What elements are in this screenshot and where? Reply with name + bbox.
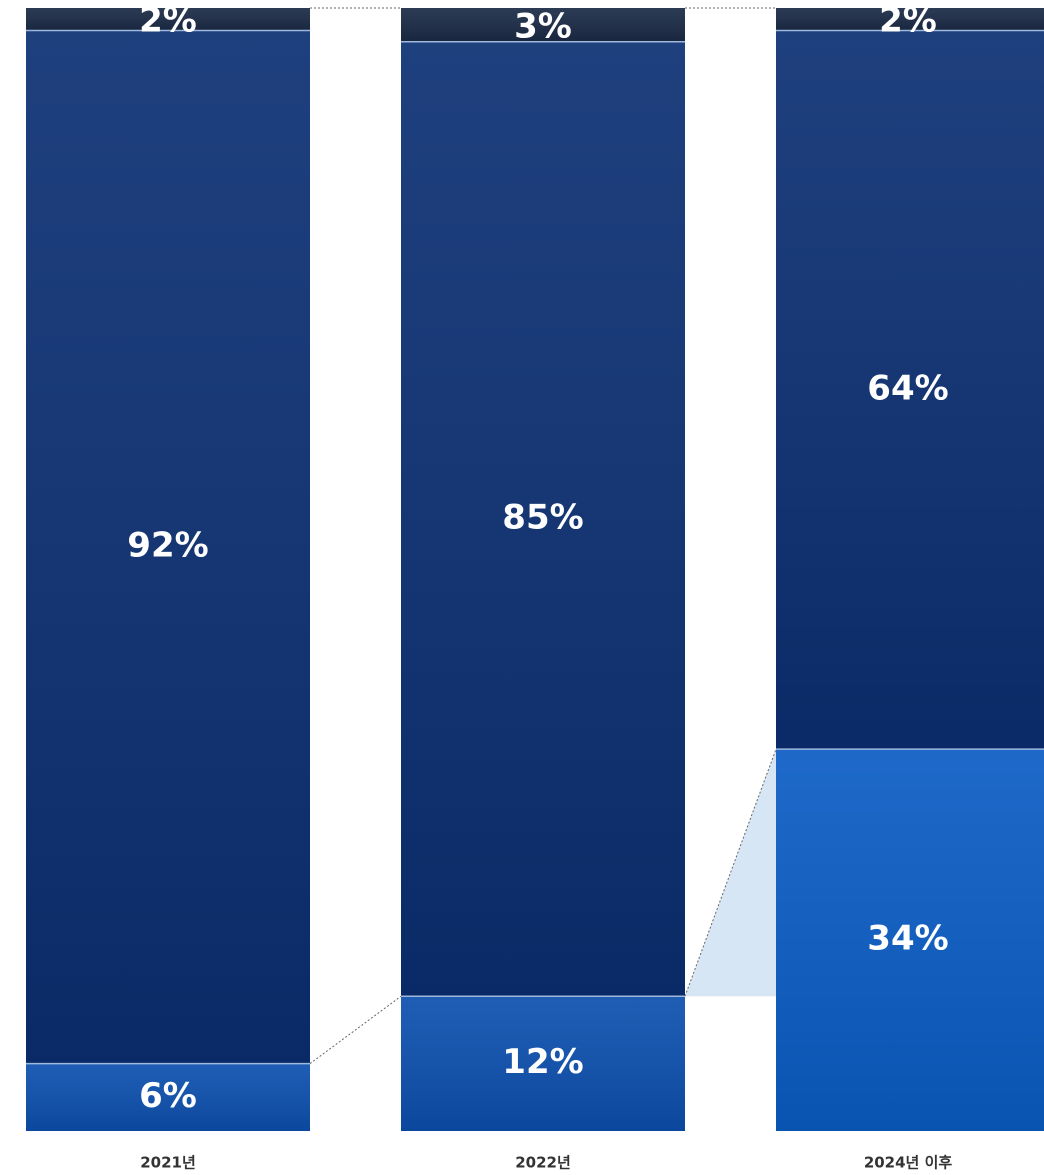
segment-texture [401,8,685,42]
value-label: 2% [139,1,197,41]
segment-texture [26,8,310,31]
value-label: 64% [867,368,948,408]
connectors [309,7,777,1065]
connector [309,995,402,1065]
category-label: 2022년 [515,1154,571,1172]
segment-texture [401,996,685,1131]
segment-texture [776,30,1044,750]
category-label: 2024년 이후 [864,1154,953,1172]
value-label: 3% [514,6,572,46]
segment-texture [776,749,1044,1131]
value-label: 92% [127,526,208,566]
value-label: 6% [139,1076,197,1116]
segment-texture [776,8,1044,31]
value-label: 34% [867,919,948,959]
value-label: 85% [502,497,583,537]
category-label: 2021년 [140,1154,196,1172]
segment-texture [26,1063,310,1131]
connector-area [685,749,776,997]
value-label: 2% [879,1,937,41]
segment-texture [401,41,685,997]
segment-texture [26,30,310,1064]
value-label: 12% [502,1042,583,1082]
